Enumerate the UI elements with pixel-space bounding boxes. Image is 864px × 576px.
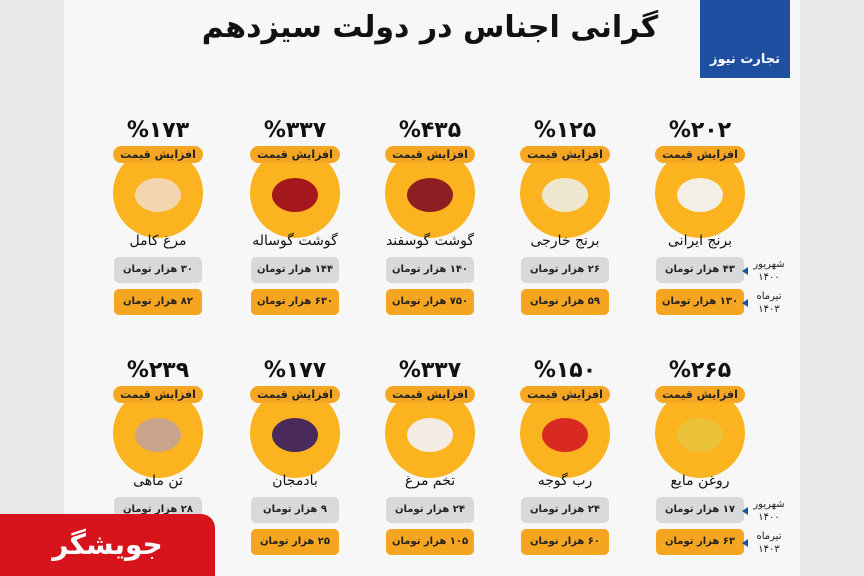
price-old: ۴۳ هزار تومان: [656, 257, 744, 283]
price-new: ۶۰ هزار تومان: [521, 529, 609, 555]
food-image: [272, 418, 318, 452]
price-old: ۲۴ هزار تومان: [521, 497, 609, 523]
price-old: ۲۶ هزار تومان: [521, 257, 609, 283]
icon-circle: [385, 388, 475, 478]
icon-circle: [250, 388, 340, 478]
item-name: بادمجان: [272, 473, 318, 489]
badge: افزایش قیمت: [250, 386, 340, 403]
icon-circle: [655, 388, 745, 478]
price-old: ۱۴۰ هزار تومان: [386, 257, 474, 283]
price-old: ۱۷ هزار تومان: [656, 497, 744, 523]
food-image: [272, 178, 318, 212]
row-label-month: شهریور: [753, 499, 785, 510]
badge: افزایش قیمت: [655, 386, 745, 403]
icon-circle: [655, 148, 745, 238]
percent: %۲۳۹: [126, 358, 190, 383]
row-label-month: تیرماه: [756, 291, 782, 302]
food-image: [135, 178, 181, 212]
badge: افزایش قیمت: [385, 386, 475, 403]
badge: افزایش قیمت: [520, 386, 610, 403]
item-name: برنج ایرانی: [668, 233, 732, 249]
icon-circle: [250, 148, 340, 238]
item-name: مرغ کامل: [129, 233, 187, 249]
item-name: روغن مایع: [670, 473, 730, 489]
item-name: گوشت گوسفند: [385, 233, 475, 249]
item-name: گوشت گوساله: [252, 233, 338, 249]
logo: تجارت نیوز: [700, 0, 790, 78]
title: گرانی اجناس در دولت سیزدهم: [201, 10, 659, 45]
percent: %۲۰۲: [668, 118, 732, 143]
percent: %۳۳۷: [263, 118, 327, 143]
arrow: [742, 299, 748, 307]
arrow: [742, 507, 748, 515]
row-label-month: تیرماه: [756, 531, 782, 542]
food-image: [407, 418, 453, 452]
percent: %۱۷۳: [126, 118, 190, 143]
percent: %۲۶۵: [668, 358, 732, 383]
icon-circle: [385, 148, 475, 238]
row-label-month: شهریور: [753, 259, 785, 270]
sheet: [64, 0, 800, 576]
icon-circle: [113, 388, 203, 478]
price-old: ۱۴۴ هزار تومان: [251, 257, 339, 283]
icon-circle: [113, 148, 203, 238]
food-image: [677, 418, 723, 452]
badge: افزایش قیمت: [250, 146, 340, 163]
food-image: [407, 178, 453, 212]
percent: %۱۲۵: [533, 118, 597, 143]
arrow: [742, 267, 748, 275]
price-old: ۲۴ هزار تومان: [386, 497, 474, 523]
price-new: ۲۵ هزار تومان: [251, 529, 339, 555]
badge: افزایش قیمت: [520, 146, 610, 163]
badge: افزایش قیمت: [113, 146, 203, 163]
price-new: ۵۹ هزار تومان: [521, 289, 609, 315]
food-image: [542, 178, 588, 212]
price-new: ۱۳۰ هزار تومان: [656, 289, 744, 315]
icon-circle: [520, 388, 610, 478]
item-name: تن ماهی: [133, 473, 183, 489]
percent: %۴۳۵: [398, 118, 462, 143]
badge: افزایش قیمت: [655, 146, 745, 163]
price-new: ۷۵۰ هزار تومان: [386, 289, 474, 315]
row-label-year: ۱۴۰۳: [758, 304, 780, 315]
food-image: [677, 178, 723, 212]
item-name: رب گوجه: [537, 473, 593, 489]
price-old: ۹ هزار تومان: [251, 497, 339, 523]
percent: %۱۷۷: [263, 358, 327, 383]
brand: جویشگر: [0, 514, 215, 576]
icon-circle: [520, 148, 610, 238]
percent: %۱۵۰: [533, 358, 597, 383]
price-new: ۶۳ هزار تومان: [656, 529, 744, 555]
percent: %۳۳۷: [398, 358, 462, 383]
badge: افزایش قیمت: [385, 146, 475, 163]
price-new: ۱۰۵ هزار تومان: [386, 529, 474, 555]
brand-text: جویشگر: [52, 528, 163, 561]
arrow: [742, 539, 748, 547]
row-label-year: ۱۴۰۰: [758, 512, 780, 523]
item-name: برنج خارجی: [530, 233, 600, 249]
price-new: ۶۳۰ هزار تومان: [251, 289, 339, 315]
logo-text: تجارت نیوز: [709, 52, 781, 67]
food-image: [135, 418, 181, 452]
row-label-year: ۱۴۰۳: [758, 544, 780, 555]
food-image: [542, 418, 588, 452]
item-name: تخم مرغ: [404, 473, 456, 489]
price-old: ۳۰ هزار تومان: [114, 257, 202, 283]
badge: افزایش قیمت: [113, 386, 203, 403]
price-new: ۸۲ هزار تومان: [114, 289, 202, 315]
row-label-year: ۱۴۰۰: [758, 272, 780, 283]
